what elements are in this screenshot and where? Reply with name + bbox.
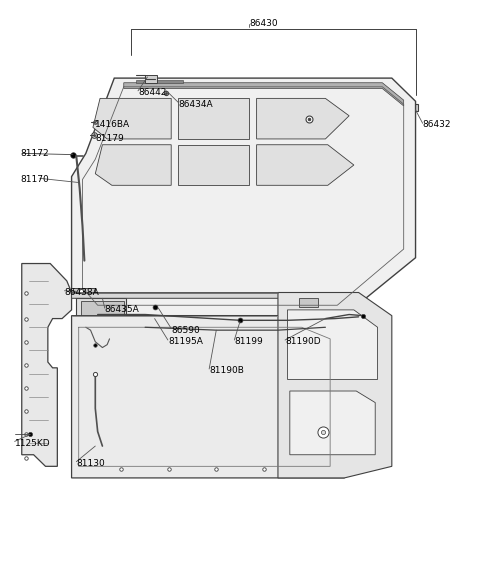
Polygon shape bbox=[72, 78, 416, 316]
Polygon shape bbox=[145, 75, 157, 82]
Polygon shape bbox=[22, 263, 72, 466]
Text: 81170: 81170 bbox=[21, 175, 49, 184]
Text: 81190B: 81190B bbox=[209, 366, 244, 375]
Text: 86442: 86442 bbox=[138, 88, 167, 97]
Polygon shape bbox=[288, 310, 378, 380]
Polygon shape bbox=[73, 288, 96, 295]
Text: 86432: 86432 bbox=[423, 120, 451, 129]
Text: 1416BA: 1416BA bbox=[96, 120, 131, 129]
Text: 1125KD: 1125KD bbox=[14, 439, 50, 448]
Polygon shape bbox=[278, 292, 392, 478]
Polygon shape bbox=[76, 298, 126, 377]
Polygon shape bbox=[124, 82, 404, 106]
Polygon shape bbox=[257, 98, 349, 139]
Text: 86430: 86430 bbox=[250, 19, 278, 27]
Polygon shape bbox=[300, 298, 318, 307]
Polygon shape bbox=[72, 292, 304, 298]
Text: 81172: 81172 bbox=[21, 149, 49, 158]
Text: 86590: 86590 bbox=[171, 326, 200, 335]
Polygon shape bbox=[179, 144, 250, 185]
Text: 86435A: 86435A bbox=[105, 305, 140, 314]
Text: 86438A: 86438A bbox=[64, 288, 99, 297]
Polygon shape bbox=[96, 144, 171, 185]
Polygon shape bbox=[396, 104, 418, 111]
Text: 86434A: 86434A bbox=[179, 99, 213, 109]
Text: 81195A: 81195A bbox=[168, 338, 203, 346]
Text: 81130: 81130 bbox=[76, 459, 105, 468]
Polygon shape bbox=[257, 144, 354, 185]
Polygon shape bbox=[290, 391, 375, 455]
Polygon shape bbox=[81, 301, 124, 319]
Polygon shape bbox=[72, 316, 344, 478]
Polygon shape bbox=[93, 98, 171, 139]
Polygon shape bbox=[81, 324, 105, 339]
Polygon shape bbox=[179, 98, 250, 139]
Text: 81190D: 81190D bbox=[285, 338, 321, 346]
Text: 81179: 81179 bbox=[96, 135, 124, 143]
Polygon shape bbox=[136, 80, 183, 82]
Text: 81199: 81199 bbox=[234, 338, 263, 346]
